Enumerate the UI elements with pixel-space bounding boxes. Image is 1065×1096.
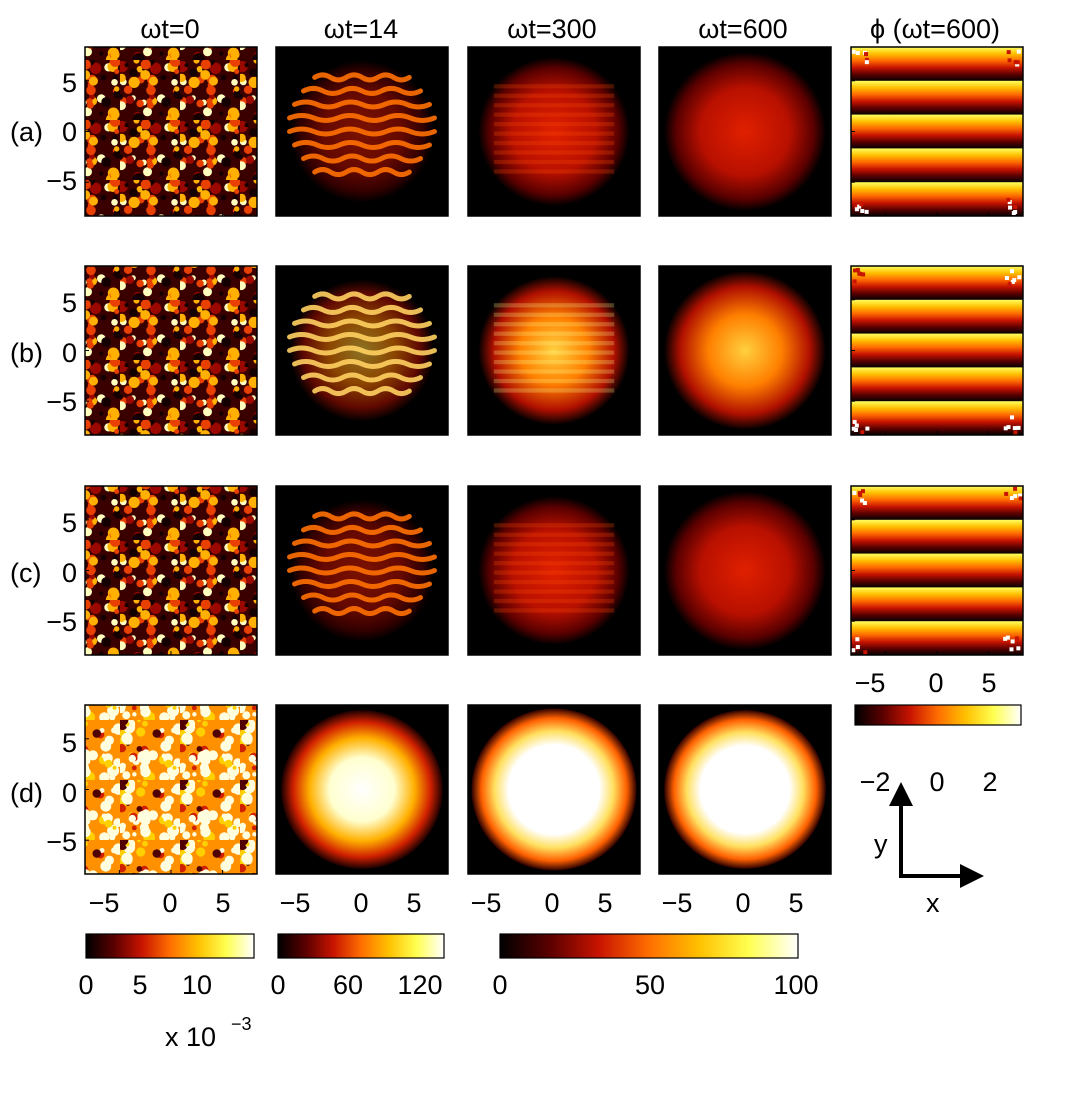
x-tick-label: 5: [597, 888, 612, 918]
y-tick-label: 5: [62, 728, 77, 758]
y-tick-label: 0: [62, 558, 77, 588]
colorbar-tick-label: 0: [270, 970, 285, 1000]
x-tick-label: −5: [280, 888, 311, 918]
x-tick-label: 5: [406, 888, 421, 918]
panel-d-c2: [467, 704, 641, 875]
colorbar-tick-label: 0: [78, 970, 93, 1000]
colorbar-exponent-label: x 10: [165, 1022, 216, 1052]
column-title-c3: ωt=600: [698, 14, 787, 44]
y-axis-arrow-head: [889, 782, 913, 806]
row-label-b: (b): [10, 338, 43, 368]
colorbar-tick-label: 0: [929, 767, 944, 797]
colorbar-bar-cb1: [277, 933, 445, 959]
panel-d-c3: [658, 704, 832, 875]
panel-c-c1: [275, 485, 449, 656]
panel-c-c2: [467, 485, 641, 656]
colorbar-exponent-power: −3: [231, 1014, 252, 1034]
y-tick-label: −5: [46, 387, 77, 417]
x-tick-label: 5: [981, 668, 996, 698]
colorbar-ticks-cb2: 0 50 100: [492, 970, 818, 1000]
panel-c-c4: [850, 485, 1024, 656]
x-tick-label: −5: [662, 888, 693, 918]
panel-b-c4: [850, 265, 1024, 436]
colorbar-tick-label: 0: [492, 970, 507, 1000]
density-colorbars: [85, 933, 799, 959]
y-tick-label: −5: [46, 827, 77, 857]
panel-d-c0: [84, 704, 258, 875]
colorbar-tick-label: 2: [982, 767, 997, 797]
x-tick-label: 0: [162, 888, 177, 918]
y-axis-ticks-d: 5 0 −5: [46, 728, 77, 857]
colorbar-tick-label: 120: [397, 970, 442, 1000]
x-axis-ticks-phase: −5 0 5: [855, 668, 997, 698]
colorbar-bar-cb0: [85, 933, 255, 959]
x-tick-label: 0: [544, 888, 559, 918]
x-tick-label: −5: [89, 888, 120, 918]
y-tick-label: −5: [46, 607, 77, 637]
y-axis-ticks-b: 5 0 −5: [46, 288, 77, 417]
column-title-c2: ωt=300: [507, 14, 596, 44]
x-tick-label: −5: [471, 888, 502, 918]
x-tick-label: 0: [928, 668, 943, 698]
x-tick-label: 5: [215, 888, 230, 918]
panel-b-c1: [275, 265, 449, 436]
y-axis-ticks-c: 5 0 −5: [46, 508, 77, 637]
column-title-c1: ωt=14: [324, 14, 398, 44]
x-axis-ticks-c0: −5 0 5: [89, 888, 231, 918]
x-axis-ticks-c3: −5 0 5: [662, 888, 804, 918]
x-tick-label: 0: [735, 888, 750, 918]
y-tick-label: 5: [62, 508, 77, 538]
row-label-c: (c): [10, 558, 41, 588]
column-title-c4: ϕ (ωt=600): [870, 14, 1000, 44]
y-tick-label: 0: [62, 778, 77, 808]
panel-c-c0: [84, 485, 258, 656]
colorbar-ticks-cb0: 0 5 10: [78, 970, 212, 1000]
panel-a-c2: [467, 46, 641, 217]
phase-colorbar: [854, 704, 1022, 726]
row-label-d: (d): [10, 778, 43, 808]
panel-a-c3: [658, 46, 832, 217]
y-tick-label: 5: [62, 68, 77, 98]
panel-b-c2: [467, 265, 641, 436]
y-tick-label: 5: [62, 288, 77, 318]
phase-colorbar-bar: [854, 704, 1022, 726]
x-axis-ticks-c2: −5 0 5: [471, 888, 613, 918]
panel-a-c1: [275, 46, 449, 217]
panel-d-c1: [275, 704, 449, 875]
y-axis-label: y: [874, 829, 888, 859]
x-tick-label: −5: [855, 668, 886, 698]
colorbar-tick-label: −2: [860, 767, 891, 797]
panel-a-c4: [850, 46, 1024, 217]
y-tick-label: 0: [62, 338, 77, 368]
colorbar-bar-cb2: [499, 933, 799, 959]
panel-b-c0: [84, 265, 258, 436]
x-axis-ticks-c1: −5 0 5: [280, 888, 422, 918]
panel-c-c3: [658, 485, 832, 656]
x-axis-label: x: [926, 888, 940, 918]
phase-colorbar-ticks: −2 0 2: [860, 767, 998, 797]
colorbar-tick-label: 60: [333, 970, 363, 1000]
x-tick-label: 0: [353, 888, 368, 918]
x-axis-arrow-head: [960, 864, 984, 888]
panel-a-c0: [84, 46, 258, 217]
colorbar-tick-label: 50: [635, 970, 665, 1000]
colorbar-tick-label: 10: [182, 970, 212, 1000]
y-axis-ticks-a: 5 0 −5: [46, 68, 77, 196]
axes-indicator: y x: [874, 782, 984, 918]
colorbar-tick-label: 5: [132, 970, 147, 1000]
panel-grid: [84, 46, 1024, 875]
column-title-c0: ωt=0: [140, 14, 199, 44]
y-tick-label: 0: [62, 117, 77, 147]
colorbar-tick-label: 100: [773, 970, 818, 1000]
colorbar-exponent: x 10 −3: [165, 1014, 252, 1052]
colorbar-ticks-cb1: 0 60 120: [270, 970, 442, 1000]
row-label-a: (a): [10, 117, 43, 147]
x-tick-label: 5: [788, 888, 803, 918]
y-tick-label: −5: [46, 166, 77, 196]
panel-b-c3: [658, 265, 832, 436]
